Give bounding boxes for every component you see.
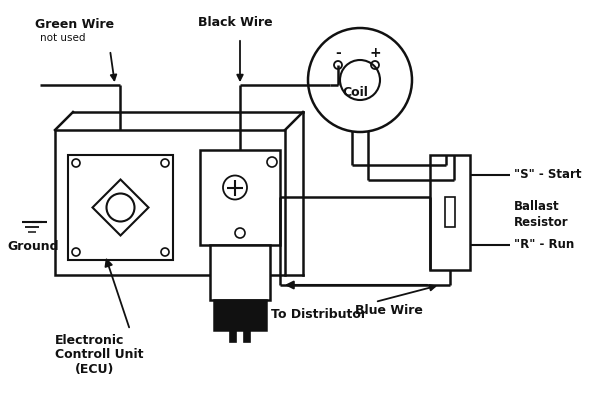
Bar — [214, 300, 266, 330]
Bar — [55, 130, 285, 275]
Text: Black Wire: Black Wire — [197, 16, 272, 28]
Bar — [230, 330, 236, 342]
Text: Resistor: Resistor — [514, 215, 569, 229]
Text: Coil: Coil — [342, 85, 368, 99]
Text: "R" - Run: "R" - Run — [514, 239, 574, 251]
Bar — [430, 155, 470, 270]
Bar — [210, 245, 270, 300]
Text: -: - — [335, 46, 341, 60]
Bar — [200, 150, 280, 245]
Text: Green Wire: Green Wire — [35, 18, 114, 32]
Text: Ballast: Ballast — [514, 200, 560, 213]
Text: Electronic: Electronic — [55, 334, 124, 346]
Bar — [445, 197, 455, 227]
Text: "S" - Start: "S" - Start — [514, 168, 581, 182]
Text: +: + — [369, 46, 381, 60]
Text: Controll Unit: Controll Unit — [55, 348, 143, 361]
Bar — [244, 330, 250, 342]
Text: Ground: Ground — [7, 241, 59, 253]
Text: not used: not used — [40, 33, 86, 43]
Text: To Distributor: To Distributor — [271, 308, 367, 322]
Bar — [68, 155, 173, 260]
Text: Blue Wire: Blue Wire — [355, 304, 423, 316]
Text: (ECU): (ECU) — [75, 363, 115, 377]
